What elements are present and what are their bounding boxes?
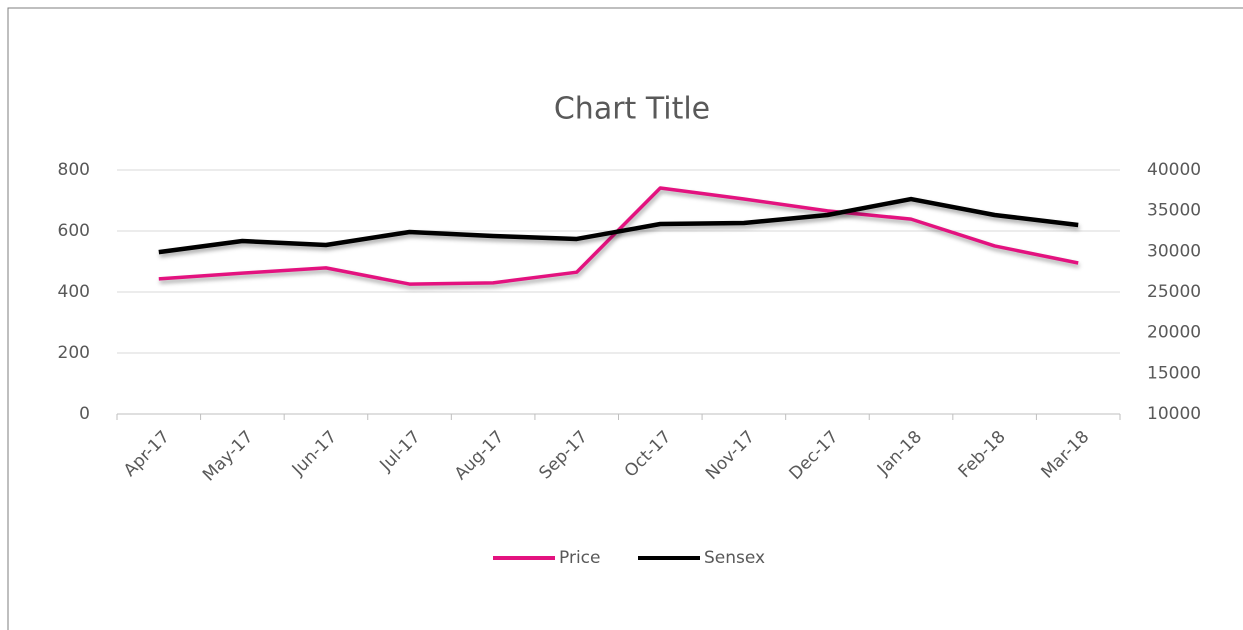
chart-title: Chart Title <box>554 92 710 127</box>
y2-tick-label: 15000 <box>1147 363 1201 383</box>
y-tick-label: 400 <box>58 282 90 302</box>
y-tick-label: 800 <box>58 160 90 180</box>
y-tick-label: 600 <box>58 221 90 241</box>
y2-tick-label: 10000 <box>1147 404 1201 424</box>
y-tick-label: 0 <box>79 404 90 424</box>
chart-frame <box>7 7 1243 630</box>
y2-tick-label: 30000 <box>1147 241 1201 261</box>
y2-tick-label: 35000 <box>1147 201 1201 221</box>
y2-tick-label: 40000 <box>1147 160 1201 180</box>
series-line <box>158 196 1079 255</box>
y2-tick-label: 25000 <box>1147 282 1201 302</box>
legend-label: Price <box>559 548 600 568</box>
y2-tick-label: 20000 <box>1147 323 1201 343</box>
y-tick-label: 200 <box>58 343 90 363</box>
legend-label: Sensex <box>704 548 765 568</box>
